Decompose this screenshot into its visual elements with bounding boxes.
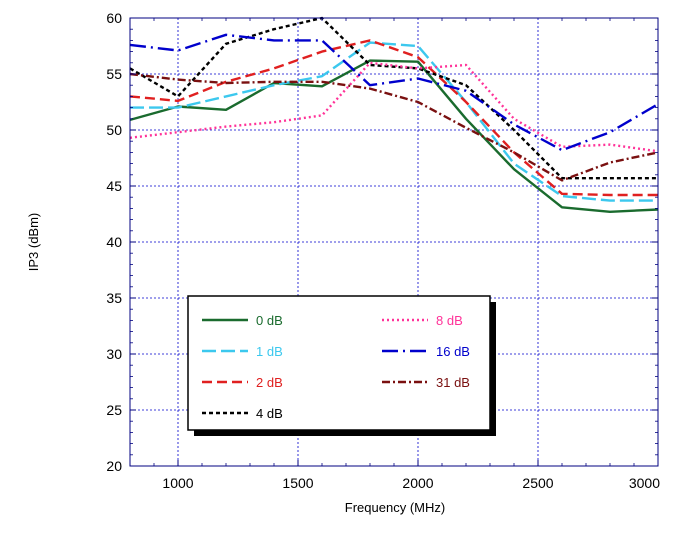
x-tick-label: 1000: [162, 475, 193, 491]
y-tick-label: 20: [106, 458, 122, 474]
y-tick-label: 30: [106, 346, 122, 362]
y-tick-label: 40: [106, 234, 122, 250]
y-tick-label: 45: [106, 178, 122, 194]
legend-label: 4 dB: [256, 406, 283, 421]
x-axis-title: Frequency (MHz): [345, 500, 445, 515]
y-tick-label: 60: [106, 10, 122, 26]
series-line-2-db: [129, 39, 658, 197]
y-axis-title: IP3 (dBm): [26, 213, 41, 272]
x-tick-label: 1500: [282, 475, 313, 491]
y-tick-label: 35: [106, 290, 122, 306]
legend-label: 0 dB: [256, 313, 283, 328]
legend: 0 dB 1 dB 2 dB 4 dB 8 dB 16 dB 31 dB: [187, 295, 496, 436]
series-line-16-db: [129, 33, 659, 152]
legend-label: 1 dB: [256, 344, 283, 359]
x-tick-label: 2000: [402, 475, 433, 491]
y-tick-label: 50: [106, 122, 122, 138]
series-line-0-db: [129, 59, 659, 214]
legend-label: 16 dB: [436, 344, 470, 359]
series-lines: [129, 16, 659, 214]
y-tick-label: 25: [106, 402, 122, 418]
x-tick-label: 2500: [522, 475, 553, 491]
legend-label: 31 dB: [436, 375, 470, 390]
legend-label: 8 dB: [436, 313, 463, 328]
y-tick-label: 55: [106, 66, 122, 82]
series-line-4-db: [129, 16, 658, 180]
legend-label: 2 dB: [256, 375, 283, 390]
legend-box: [187, 295, 491, 431]
series-line-1-db: [130, 41, 658, 202]
x-tick-label: 3000: [629, 475, 660, 491]
axis-ticks: 20 25 30 35 40 45 50 55 60 1000 1500 2000 2500 3000: [106, 10, 660, 491]
